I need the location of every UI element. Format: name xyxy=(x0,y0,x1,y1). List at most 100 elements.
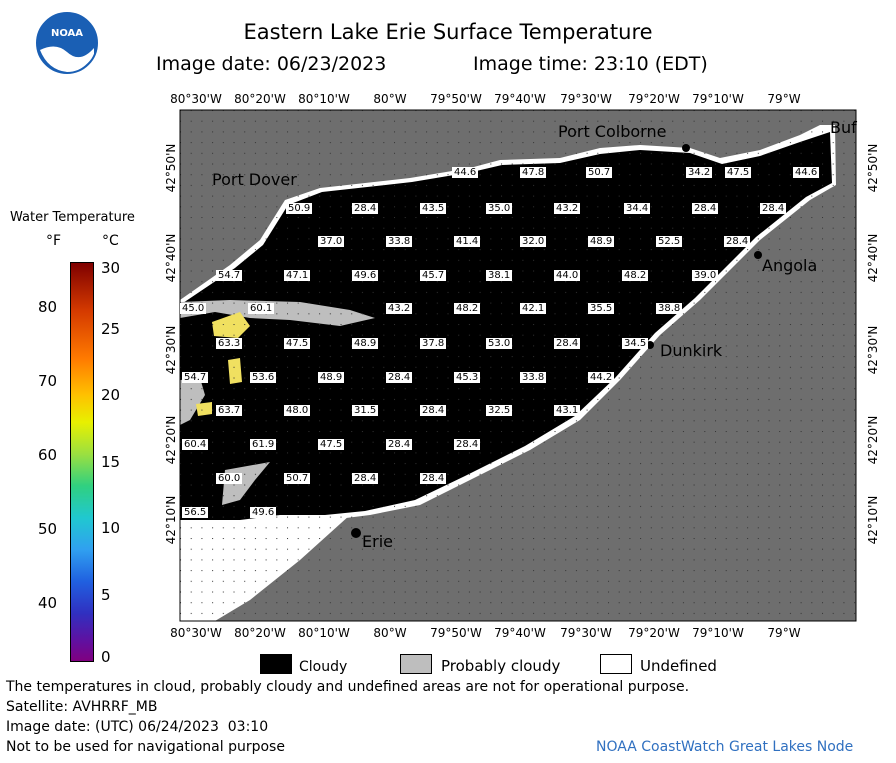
map-title: Eastern Lake Erie Surface Temperature xyxy=(243,20,653,44)
longitude-label-top: 80°20'W xyxy=(234,92,286,106)
longitude-label-top: 79°W xyxy=(767,92,801,106)
temperature-label: 45.3 xyxy=(454,372,481,383)
longitude-label-top: 80°W xyxy=(373,92,407,106)
temperature-label: 47.1 xyxy=(284,270,311,281)
latitude-label-right: 42°50'N xyxy=(866,143,880,193)
temperature-label: 33.8 xyxy=(386,236,413,247)
city-label: Erie xyxy=(362,532,393,551)
temperature-label: 54.7 xyxy=(182,372,209,383)
temperature-label: 28.4 xyxy=(554,338,581,349)
longitude-label-bottom: 79°W xyxy=(767,626,801,640)
colorbar-f-tick: 50 xyxy=(38,520,58,538)
colorbar xyxy=(70,262,94,662)
temperature-label: 48.2 xyxy=(622,270,649,281)
city-dot-angola xyxy=(754,251,762,259)
noaa-logo: NOAA xyxy=(36,12,98,74)
temperature-label: 33.8 xyxy=(520,372,547,383)
temperature-label: 48.9 xyxy=(352,338,379,349)
colorbar-f-tick: 40 xyxy=(38,594,58,612)
footer-disclaimer: The temperatures in cloud, probably clou… xyxy=(6,679,690,695)
temperature-label: 49.6 xyxy=(352,270,379,281)
longitude-label-top: 79°50'W xyxy=(430,92,482,106)
longitude-label-top: 79°20'W xyxy=(628,92,680,106)
longitude-label-bottom: 79°20'W xyxy=(628,626,680,640)
temperature-label: 39.0 xyxy=(692,270,719,281)
colorbar-c-tick: 10 xyxy=(101,519,121,537)
temperature-label: 28.4 xyxy=(352,473,379,484)
temperature-label: 37.0 xyxy=(318,236,345,247)
latitude-label-left: 42°30'N xyxy=(164,325,178,375)
legend-probably-cloudy-swatch xyxy=(400,654,432,674)
temperature-label: 32.0 xyxy=(520,236,547,247)
temperature-label: 28.4 xyxy=(386,439,413,450)
longitude-label-top: 79°30'W xyxy=(560,92,612,106)
temperature-label: 43.2 xyxy=(386,303,413,314)
temperature-label: 28.4 xyxy=(724,236,751,247)
temperature-label: 38.1 xyxy=(486,270,513,281)
legend-cloudy-swatch xyxy=(260,654,292,674)
temperature-label: 37.8 xyxy=(420,338,447,349)
footer-utc-date: Image date: (UTC) 06/24/2023 03:10 xyxy=(6,719,269,735)
temperature-label: 47.5 xyxy=(318,439,345,450)
temperature-label: 60.1 xyxy=(248,303,275,314)
longitude-label-top: 80°30'W xyxy=(170,92,222,106)
temperature-label: 60.4 xyxy=(182,439,209,450)
temperature-label: 47.5 xyxy=(725,167,752,178)
noaa-logo-text: NOAA xyxy=(50,28,84,39)
colorbar-title: Water Temperature xyxy=(10,210,135,225)
map-frame xyxy=(179,109,857,622)
colorbar-c-tick: 15 xyxy=(101,453,121,471)
colorbar-unit-c: °C xyxy=(102,233,119,249)
latitude-label-left: 42°40'N xyxy=(164,233,178,283)
temperature-label: 50.9 xyxy=(286,203,313,214)
colorbar-c-tick: 30 xyxy=(101,259,121,277)
longitude-label-top: 79°10'W xyxy=(692,92,744,106)
temperature-label: 61.9 xyxy=(250,439,277,450)
longitude-label-top: 79°40'W xyxy=(494,92,546,106)
temperature-label: 42.1 xyxy=(520,303,547,314)
longitude-label-bottom: 79°30'W xyxy=(560,626,612,640)
temperature-label: 52.5 xyxy=(656,236,683,247)
latitude-label-right: 42°40'N xyxy=(866,233,880,283)
graticule xyxy=(180,110,856,621)
temperature-label: 32.5 xyxy=(486,405,513,416)
temperature-label: 53.0 xyxy=(486,338,513,349)
latitude-label-left: 42°20'N xyxy=(164,415,178,465)
legend-undefined-label: Undefined xyxy=(640,657,717,675)
latitude-label-left: 42°50'N xyxy=(164,143,178,193)
temperature-label: 45.0 xyxy=(180,303,207,314)
temperature-label: 49.6 xyxy=(250,507,277,518)
colorbar-f-tick: 70 xyxy=(38,372,58,390)
temperature-label: 53.6 xyxy=(250,372,277,383)
city-label: Dunkirk xyxy=(660,341,723,360)
temperature-label: 47.8 xyxy=(520,167,547,178)
longitude-label-bottom: 79°40'W xyxy=(494,626,546,640)
image-date: Image date: 06/23/2023 xyxy=(156,53,387,75)
temperature-label: 28.4 xyxy=(692,203,719,214)
noaa-logo-icon xyxy=(36,12,98,74)
temperature-label: 28.4 xyxy=(352,203,379,214)
city-dot-port-colborne xyxy=(682,144,690,152)
temperature-label: 44.6 xyxy=(452,167,479,178)
temperature-label: 45.7 xyxy=(420,270,447,281)
temperature-label: 63.7 xyxy=(216,405,243,416)
latitude-label-right: 42°10'N xyxy=(866,495,880,545)
city-label: Angola xyxy=(762,256,818,275)
city-dot-erie xyxy=(351,528,361,538)
longitude-label-bottom: 80°20'W xyxy=(234,626,286,640)
temperature-label: 28.4 xyxy=(420,473,447,484)
colorbar-f-tick: 80 xyxy=(38,298,58,316)
longitude-label-top: 80°10'W xyxy=(298,92,350,106)
temperature-label: 31.5 xyxy=(352,405,379,416)
latitude-label-left: 42°10'N xyxy=(164,495,178,545)
temperature-label: 28.4 xyxy=(760,203,787,214)
colorbar-c-tick: 0 xyxy=(101,648,111,666)
temperature-label: 28.4 xyxy=(386,372,413,383)
temperature-label: 41.4 xyxy=(454,236,481,247)
temperature-label: 44.2 xyxy=(588,372,615,383)
temperature-label: 60.0 xyxy=(216,473,243,484)
legend-probably-cloudy-label: Probably cloudy xyxy=(441,657,561,675)
temperature-label: 28.4 xyxy=(420,405,447,416)
temperature-label: 48.0 xyxy=(284,405,311,416)
